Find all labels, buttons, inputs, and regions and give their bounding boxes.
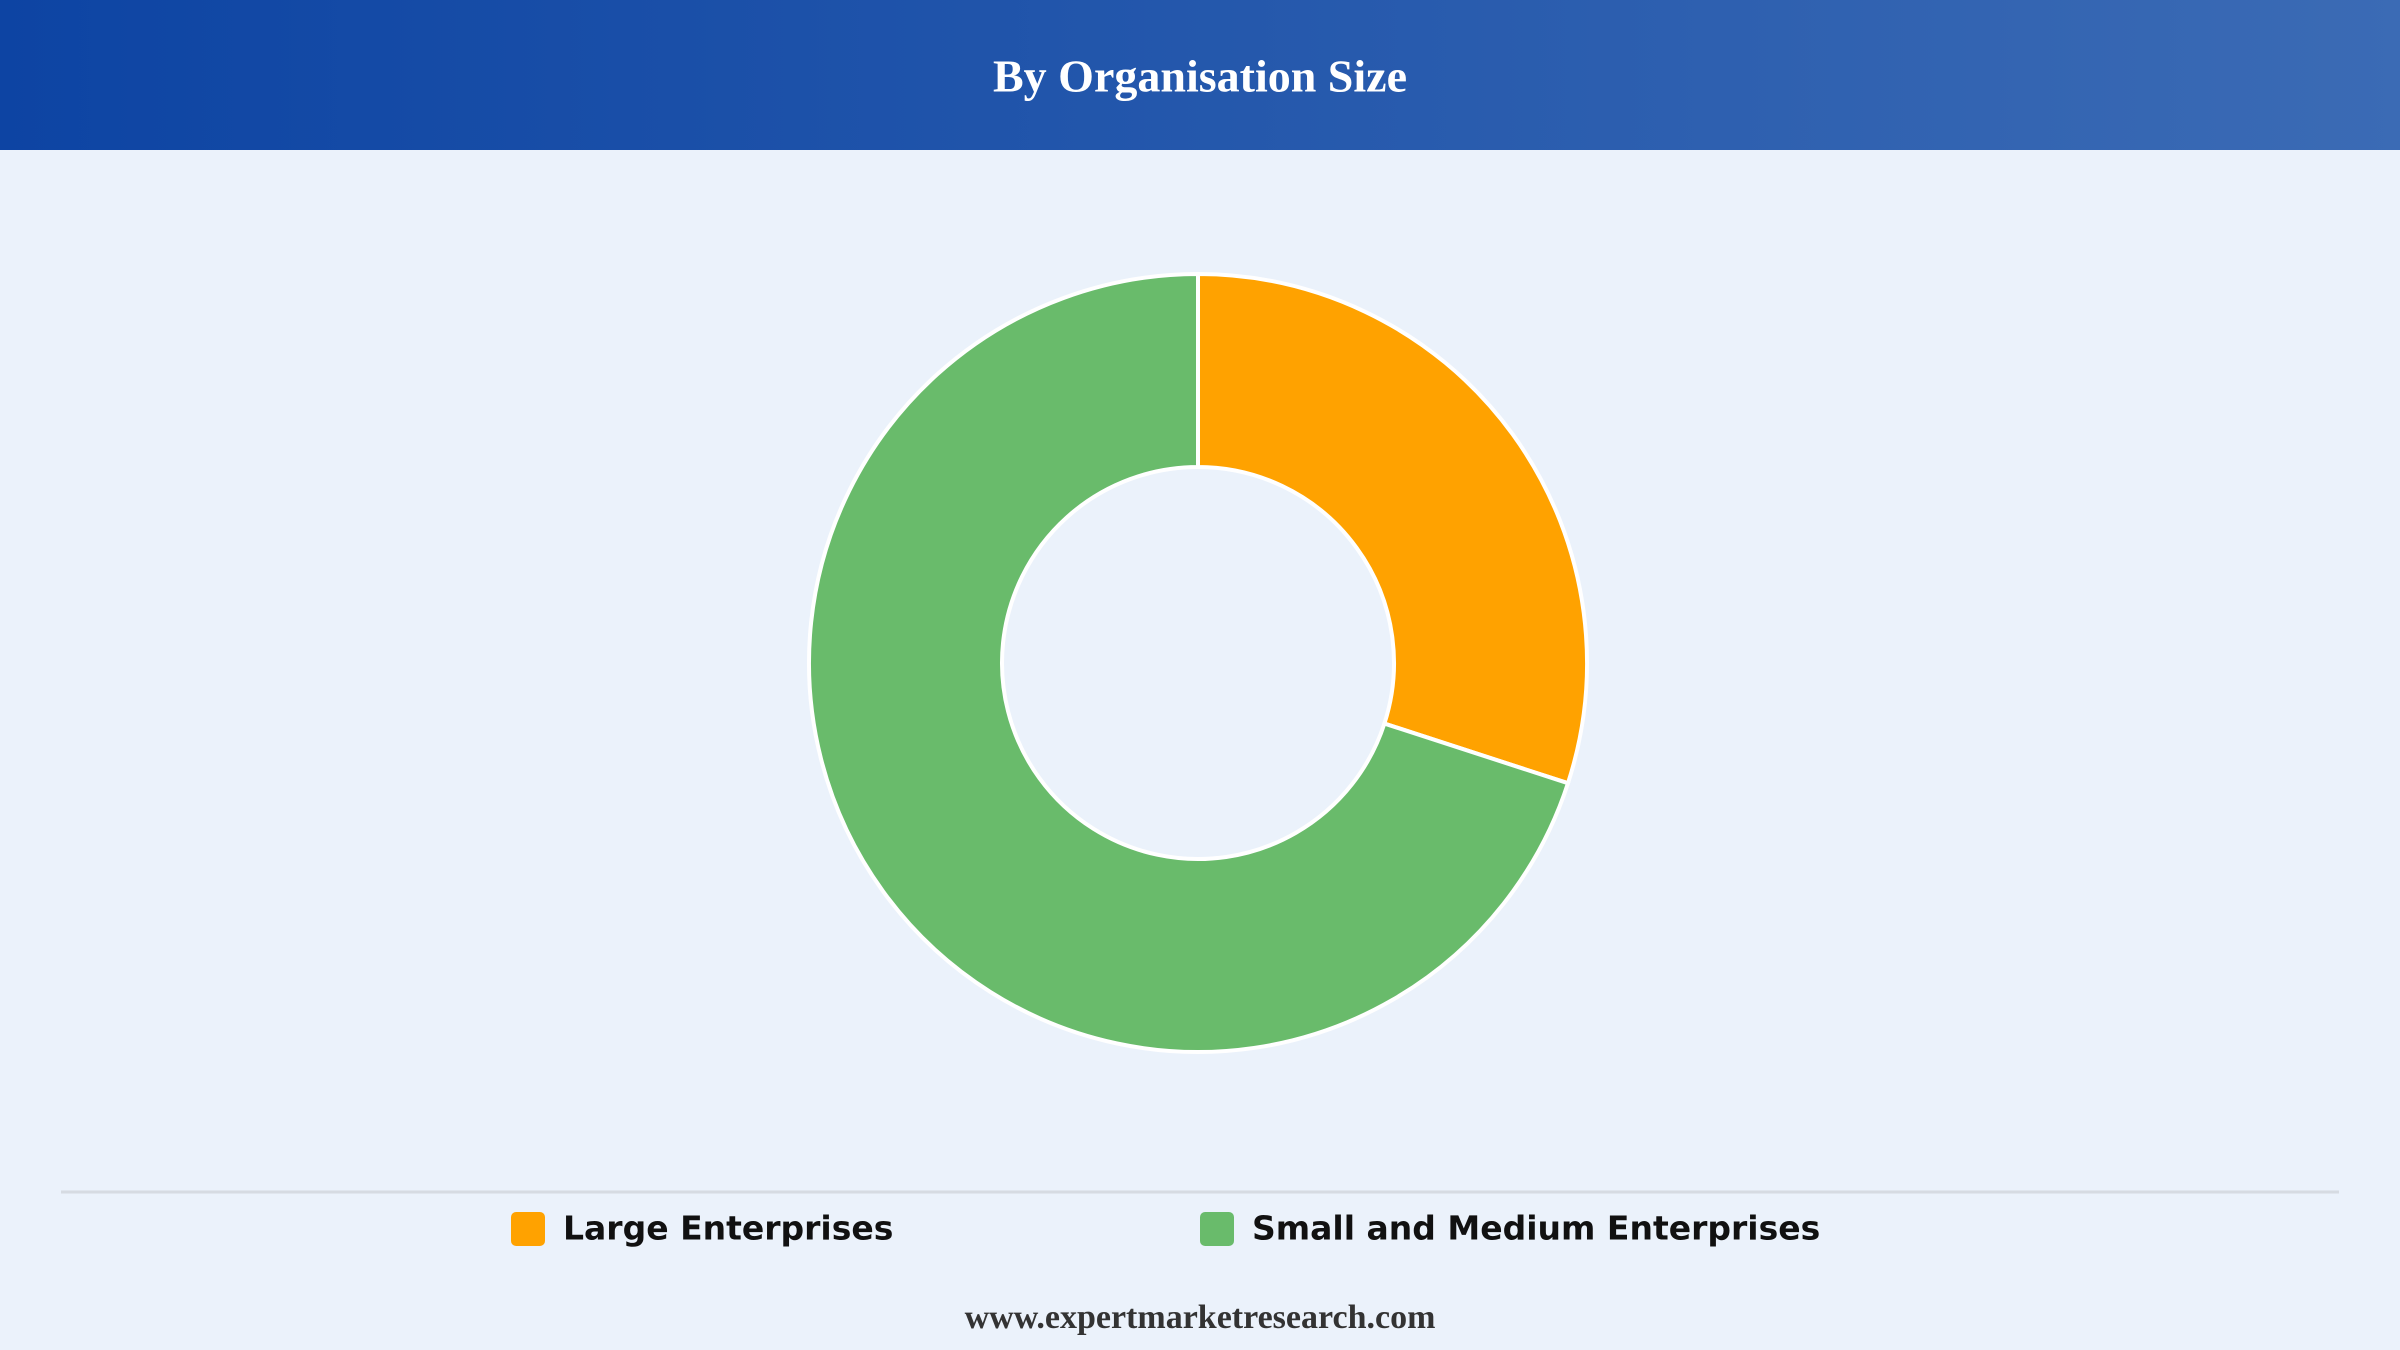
legend-swatch <box>1200 1212 1234 1246</box>
legend-label: Large Enterprises <box>563 1209 893 1248</box>
donut-slice <box>807 271 1571 1054</box>
legend: Large Enterprises Small and Medium Enterp… <box>511 1209 1820 1248</box>
legend-label: Small and Medium Enterprises <box>1252 1209 1820 1248</box>
footer: www.expertmarketresearch.com <box>965 1299 1436 1336</box>
chart-title: By Organisation Size <box>993 51 1407 102</box>
donut <box>807 271 1589 1054</box>
legend-swatch <box>511 1212 545 1246</box>
donut-slice <box>1196 271 1589 786</box>
header-bar <box>0 0 2400 150</box>
